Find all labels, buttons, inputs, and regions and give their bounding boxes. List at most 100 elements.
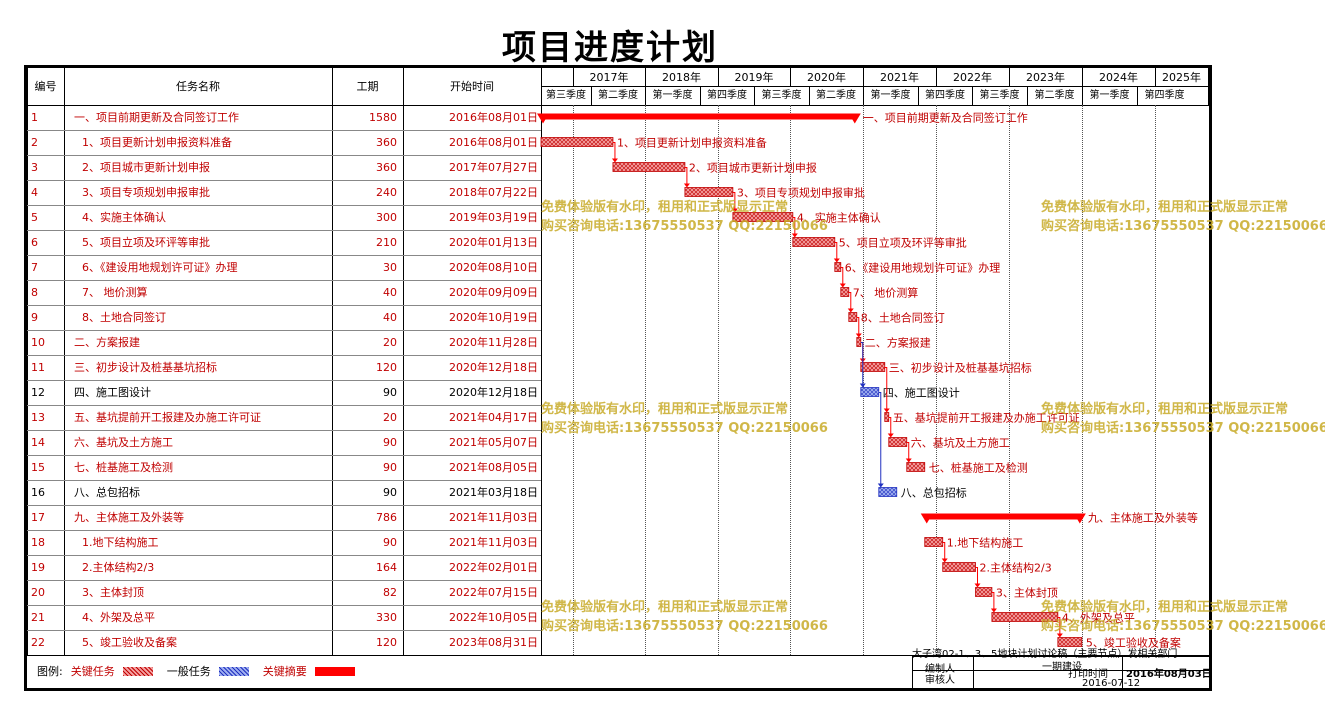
grid-hline <box>27 455 541 456</box>
task-id: 7 <box>31 261 38 274</box>
gantt-frame <box>24 65 1212 691</box>
watermark: 免费体验版有水印，租用和正式版显示正常 购买咨询电话:13675550537 QQ… <box>1041 198 1325 236</box>
year-label: 2022年 <box>953 70 992 84</box>
quarter-label: 第三季度 <box>546 89 586 101</box>
watermark: 免费体验版有水印，租用和正式版显示正常 购买咨询电话:13675550537 QQ… <box>541 400 828 438</box>
year-gridline <box>718 105 719 655</box>
grid-vline <box>863 86 864 105</box>
task-name[interactable]: 8、土地合同签订 <box>82 311 166 324</box>
grid-hline <box>27 430 541 431</box>
quarter-label: 第一季度 <box>652 89 693 101</box>
col-header-start: 开始时间 <box>450 80 494 93</box>
watermark-line: 购买咨询电话:13675550537 QQ:22150066 <box>1041 219 1325 234</box>
task-start: 2020年08月10日 <box>449 261 538 274</box>
task-name[interactable]: 5、项目立项及环评等审批 <box>82 236 210 249</box>
task-name[interactable]: 6、《建设用地规划许可证》办理 <box>82 261 238 274</box>
info-box <box>912 656 1211 689</box>
task-name[interactable]: 五、基坑提前开工报建及办施工许可证 <box>74 411 261 424</box>
grid-vline <box>1122 656 1123 688</box>
task-name[interactable]: 一、项目前期更新及合同签订工作 <box>74 111 239 124</box>
task-name[interactable]: 八、总包招标 <box>74 486 140 499</box>
grid-hline <box>27 230 541 231</box>
task-name[interactable]: 7、 地价测算 <box>82 286 148 299</box>
task-duration: 90 <box>383 461 397 474</box>
info-date-label: 打印时间 <box>1068 669 1108 680</box>
grid-vline <box>1155 68 1156 86</box>
grid-vline <box>809 86 810 105</box>
task-name[interactable]: 四、施工图设计 <box>74 386 151 399</box>
year-gridline <box>863 105 864 655</box>
task-name[interactable]: 七、桩基施工及检测 <box>74 461 173 474</box>
grid-hline <box>27 555 541 556</box>
grid-hline <box>27 180 541 181</box>
task-name[interactable]: 1.地下结构施工 <box>82 536 159 549</box>
year-label: 2020年 <box>807 70 846 84</box>
year-label: 2018年 <box>662 70 701 84</box>
watermark-line: 购买咨询电话:13675550537 QQ:22150066 <box>1041 619 1325 634</box>
task-name[interactable]: 三、初步设计及桩基基坑招标 <box>74 361 217 374</box>
task-name[interactable]: 六、基坑及土方施工 <box>74 436 173 449</box>
page-title: 项目进度计划 <box>502 28 718 68</box>
grid-hline <box>27 255 541 256</box>
task-name[interactable]: 4、实施主体确认 <box>82 211 166 224</box>
year-gridline <box>1082 105 1083 655</box>
grid-hline <box>541 86 1210 87</box>
grid-hline <box>912 670 1210 671</box>
task-duration: 90 <box>383 436 397 449</box>
legend-summary-label: 关键摘要 <box>262 665 307 678</box>
watermark-line: 购买咨询电话:13675550537 QQ:22150066 <box>541 219 828 234</box>
task-name[interactable]: 5、竣工验收及备案 <box>82 636 177 649</box>
task-start: 2017年07月27日 <box>449 161 538 174</box>
grid-hline <box>27 480 541 481</box>
task-name[interactable]: 2.主体结构2/3 <box>82 561 155 574</box>
task-duration: 20 <box>383 411 397 424</box>
quarter-label: 第四季度 <box>925 89 965 101</box>
task-id: 1 <box>31 111 38 124</box>
year-gridline <box>790 105 791 655</box>
task-id: 5 <box>31 211 38 224</box>
legend-critical-swatch <box>122 666 153 676</box>
watermark: 免费体验版有水印，租用和正式版显示正常 购买咨询电话:13675550537 QQ… <box>541 198 828 236</box>
task-id: 6 <box>31 236 38 249</box>
task-id: 18 <box>31 536 45 549</box>
task-duration: 360 <box>376 136 397 149</box>
watermark-line: 免费体验版有水印，租用和正式版显示正常 <box>1041 402 1289 417</box>
task-name[interactable]: 九、主体施工及外装等 <box>74 511 184 524</box>
grid-vline <box>403 68 404 655</box>
year-label: 2021年 <box>880 70 919 84</box>
task-start: 2021年05月07日 <box>449 436 538 449</box>
grid-vline <box>863 68 864 86</box>
task-name[interactable]: 3、主体封顶 <box>82 586 144 599</box>
task-start: 2016年08月01日 <box>449 136 538 149</box>
grid-vline <box>645 68 646 86</box>
grid-vline <box>1082 86 1083 105</box>
col-header-duration: 工期 <box>356 80 379 93</box>
task-id: 10 <box>31 336 45 349</box>
task-start: 2019年03月19日 <box>449 211 538 224</box>
grid-vline <box>972 86 973 105</box>
task-name[interactable]: 4、外架及总平 <box>82 611 155 624</box>
task-name[interactable]: 1、项目更新计划申报资料准备 <box>82 136 232 149</box>
task-name[interactable]: 2、项目城市更新计划申报 <box>82 161 210 174</box>
quarter-label: 第一季度 <box>870 89 911 101</box>
grid-hline <box>27 105 541 106</box>
grid-vline <box>700 86 701 105</box>
grid-hline <box>27 305 541 306</box>
task-duration: 90 <box>383 486 397 499</box>
year-gridline <box>573 105 574 655</box>
task-duration: 120 <box>376 636 397 649</box>
task-start: 2021年04月17日 <box>449 411 538 424</box>
task-id: 12 <box>31 386 45 399</box>
grid-hline <box>27 655 1210 656</box>
task-start: 2022年10月05日 <box>449 611 538 624</box>
year-label: 2025年 <box>1162 70 1201 84</box>
grid-vline <box>1009 68 1010 86</box>
task-name[interactable]: 二、方案报建 <box>74 336 140 349</box>
legend-summary-swatch <box>314 666 355 676</box>
grid-vline <box>332 68 333 655</box>
task-id: 16 <box>31 486 45 499</box>
grid-hline <box>27 130 541 131</box>
task-name[interactable]: 3、项目专项规划申报审批 <box>82 186 210 199</box>
grid-vline <box>718 68 719 86</box>
task-start: 2020年12月18日 <box>449 361 538 374</box>
